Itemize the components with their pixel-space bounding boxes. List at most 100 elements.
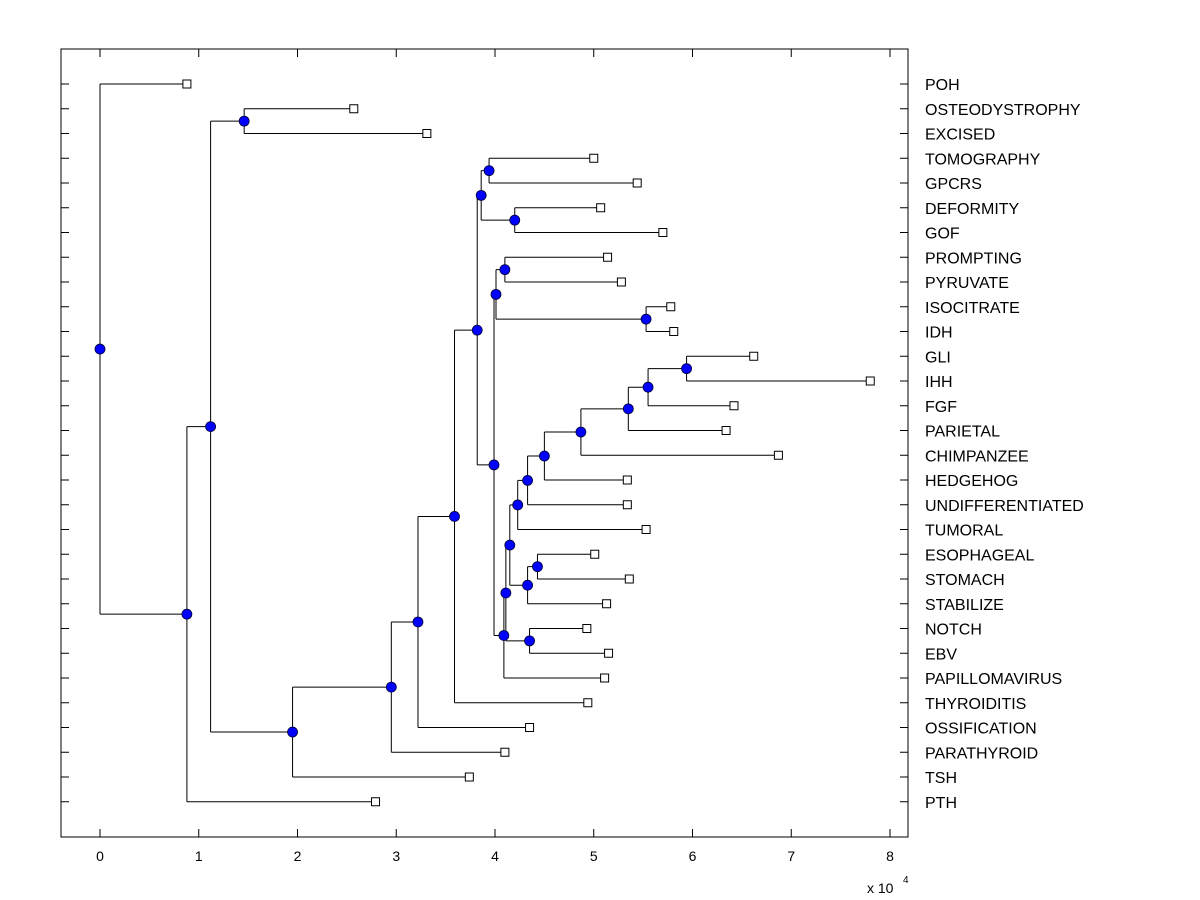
internal-node [500, 587, 512, 599]
internal-node [622, 403, 634, 415]
leaf-label: DEFORMITY [925, 201, 1020, 218]
internal-node [640, 313, 652, 325]
leaf-label: OSSIFICATION [925, 721, 1037, 738]
x-tick-label: 2 [294, 848, 302, 864]
leaf-label: IDH [925, 325, 953, 342]
internal-node [412, 616, 424, 628]
leaf-marker [666, 302, 676, 312]
internal-node [471, 324, 483, 336]
leaf-label: GPCRS [925, 176, 982, 193]
leaf-markers [182, 79, 875, 807]
internal-node [181, 608, 193, 620]
leaf-labels: POH OSTEODYSTROPHY EXCISED TOMOGRAPHY GPCRS D… [925, 77, 1084, 812]
leaf-marker [658, 228, 668, 237]
leaf-marker [603, 252, 613, 262]
leaf-marker [602, 599, 612, 609]
leaf-label: EBV [925, 646, 957, 663]
leaf-marker [669, 327, 679, 336]
internal-node [488, 459, 500, 471]
x-tick-label: 0 [96, 848, 104, 864]
leaf-marker [622, 500, 632, 510]
leaf-label: CHIMPANZEE [925, 448, 1029, 465]
leaf-marker [589, 153, 599, 163]
leaf-marker [865, 376, 875, 386]
internal-node [483, 165, 495, 177]
leaf-marker [582, 624, 592, 633]
leaf-label: OSTEODYSTROPHY [925, 102, 1081, 119]
leaf-label: UNDIFFERENTIATED [925, 498, 1084, 515]
leaf-marker [622, 475, 632, 485]
internal-node [449, 511, 460, 522]
internal-node [509, 214, 521, 226]
leaf-label: IHH [925, 374, 953, 391]
leaf-marker [616, 277, 626, 287]
leaf-marker [600, 673, 610, 683]
internal-node [681, 363, 692, 375]
tree-edges [99, 83, 871, 803]
leaf-marker [773, 450, 783, 460]
leaf-marker [182, 79, 192, 89]
x-tick-label: 8 [886, 848, 894, 864]
leaf-label: PYRUVATE [925, 275, 1009, 292]
x-multiplier-label: x 10 [867, 880, 894, 896]
leaf-label: STABILIZE [925, 597, 1004, 614]
leaf-marker [721, 426, 731, 435]
leaf-marker [624, 574, 634, 584]
internal-node [385, 681, 397, 693]
leaf-label: POH [925, 77, 960, 94]
internal-node [522, 474, 533, 486]
leaf-marker [525, 723, 535, 732]
leaf-marker [596, 203, 606, 213]
leaf-label: GOF [925, 226, 960, 243]
leaf-label: NOTCH [925, 622, 982, 639]
internal-node [498, 630, 510, 641]
internal-node [642, 381, 654, 393]
leaf-label: PROMPTING [925, 250, 1022, 267]
internal-node [205, 421, 217, 432]
leaf-marker [729, 401, 739, 411]
leaf-marker [349, 104, 359, 114]
leaf-marker [632, 178, 642, 188]
internal-node [524, 635, 535, 647]
leaf-label: PARATHYROID [925, 745, 1038, 762]
internal-node [94, 343, 106, 355]
internal-nodes [94, 115, 692, 738]
internal-node [512, 499, 524, 511]
leaf-marker [422, 129, 432, 138]
leaf-label: FGF [925, 399, 957, 416]
leaf-marker [500, 747, 510, 757]
leaf-label: PTH [925, 795, 957, 812]
leaf-label: ESOPHAGEAL [925, 547, 1034, 564]
leaf-label: TSH [925, 770, 957, 787]
x-multiplier-exponent: 4 [903, 875, 909, 886]
leaf-label: PAPILLOMAVIRUS [925, 671, 1062, 688]
leaf-label: GLI [925, 349, 951, 366]
x-tick-label: 4 [491, 848, 499, 864]
leaf-label: EXCISED [925, 127, 995, 144]
plot-area [60, 48, 909, 838]
internal-node [475, 189, 487, 201]
x-tick-label: 6 [689, 848, 697, 864]
x-tick-label: 7 [787, 848, 795, 864]
internal-node [238, 115, 250, 127]
x-tick-label: 1 [195, 848, 203, 864]
leaf-label: THYROIDITIS [925, 696, 1026, 713]
leaf-marker [590, 549, 600, 559]
leaf-label: PARIETAL [925, 424, 1000, 441]
leaf-marker [604, 648, 614, 658]
internal-node [532, 561, 543, 573]
internal-node [287, 726, 298, 738]
x-tick-label: 5 [590, 848, 598, 864]
leaf-label: TOMOGRAPHY [925, 151, 1041, 168]
leaf-label: STOMACH [925, 572, 1005, 589]
leaf-label: HEDGEHOG [925, 473, 1018, 490]
leaf-marker [749, 351, 759, 361]
internal-node [504, 539, 516, 551]
x-tick-label: 3 [392, 848, 400, 864]
internal-node [522, 579, 533, 591]
internal-node [575, 426, 587, 438]
axis-ticks [61, 49, 908, 837]
x-tick-labels: 0 1 2 3 4 5 6 7 8 [96, 848, 894, 864]
internal-node [490, 288, 502, 300]
